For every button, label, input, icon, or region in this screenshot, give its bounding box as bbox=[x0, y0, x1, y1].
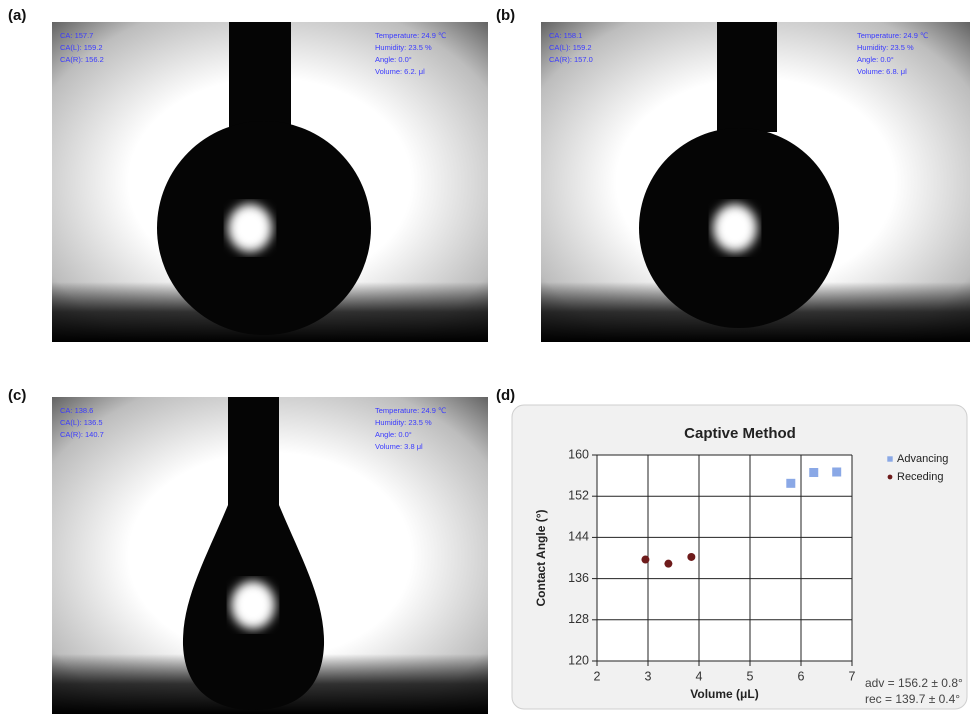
needle bbox=[228, 397, 279, 510]
data-point bbox=[786, 478, 796, 488]
overlay-text: CA(R): 140.7 bbox=[60, 430, 104, 439]
panel-label: (b) bbox=[496, 7, 515, 24]
x-axis-label: Volume (μL) bbox=[690, 687, 758, 701]
data-point bbox=[664, 559, 673, 568]
x-tick-label: 6 bbox=[798, 669, 805, 683]
highlight bbox=[228, 204, 272, 252]
photo bbox=[52, 397, 488, 714]
overlay-text: CA(R): 157.0 bbox=[549, 55, 593, 64]
overlay-text: Volume: 6.8. μl bbox=[857, 67, 907, 76]
overlay-text: CA(R): 156.2 bbox=[60, 55, 104, 64]
y-tick-label: 136 bbox=[568, 571, 589, 585]
overlay-text: Humidity: 23.5 % bbox=[375, 43, 432, 52]
x-tick-label: 3 bbox=[645, 669, 652, 683]
overlay-text: CA(L): 159.2 bbox=[60, 43, 103, 52]
data-point bbox=[641, 555, 650, 564]
overlay-text: Volume: 6.2. μl bbox=[375, 67, 425, 76]
overlay-text: Angle: 0.0° bbox=[375, 55, 412, 64]
overlay-text: Temperature: 24.9 ℃ bbox=[375, 406, 446, 415]
x-tick-label: 2 bbox=[594, 669, 601, 683]
y-tick-label: 144 bbox=[568, 530, 589, 544]
panel-label: (a) bbox=[8, 7, 26, 24]
legend-label: Advancing bbox=[897, 453, 948, 465]
x-tick-label: 5 bbox=[747, 669, 754, 683]
photo bbox=[541, 22, 970, 342]
highlight bbox=[713, 204, 757, 252]
chart-title: Captive Method bbox=[684, 425, 796, 442]
legend-marker bbox=[887, 456, 893, 462]
x-tick-label: 7 bbox=[849, 669, 856, 683]
overlay-text: CA: 138.6 bbox=[60, 406, 93, 415]
y-tick-label: 160 bbox=[568, 447, 589, 461]
overlay-text: Humidity: 23.5 % bbox=[857, 43, 914, 52]
data-point bbox=[832, 467, 842, 477]
y-tick-label: 120 bbox=[568, 653, 589, 667]
x-tick-label: 4 bbox=[696, 669, 703, 683]
panel-label: (c) bbox=[8, 387, 26, 404]
overlay-text: Humidity: 23.5 % bbox=[375, 418, 432, 427]
overlay-text: Temperature: 24.9 ℃ bbox=[375, 31, 446, 40]
y-tick-label: 128 bbox=[568, 612, 589, 626]
photo bbox=[52, 22, 488, 342]
panel-label: (d) bbox=[496, 387, 515, 404]
plot-area bbox=[597, 455, 852, 661]
overlay-text: Temperature: 24.9 ℃ bbox=[857, 31, 928, 40]
overlay-text: CA: 157.7 bbox=[60, 31, 93, 40]
overlay-text: Angle: 0.0° bbox=[857, 55, 894, 64]
data-point bbox=[687, 552, 696, 561]
overlay-text: Volume: 3.8 μl bbox=[375, 442, 423, 451]
needle bbox=[229, 22, 291, 140]
overlay-text: Angle: 0.0° bbox=[375, 430, 412, 439]
annotation: adv = 156.2 ± 0.8° bbox=[865, 676, 963, 690]
legend-marker bbox=[887, 474, 893, 480]
y-axis-label: Contact Angle (°) bbox=[534, 509, 548, 606]
annotation: rec = 139.7 ± 0.4° bbox=[865, 692, 960, 706]
needle bbox=[717, 22, 777, 132]
legend-label: Receding bbox=[897, 471, 943, 483]
highlight bbox=[231, 581, 275, 629]
overlay-text: CA(L): 159.2 bbox=[549, 43, 592, 52]
data-point bbox=[809, 468, 819, 478]
y-tick-label: 152 bbox=[568, 488, 589, 502]
overlay-text: CA: 158.1 bbox=[549, 31, 582, 40]
overlay-text: CA(L): 136.5 bbox=[60, 418, 103, 427]
